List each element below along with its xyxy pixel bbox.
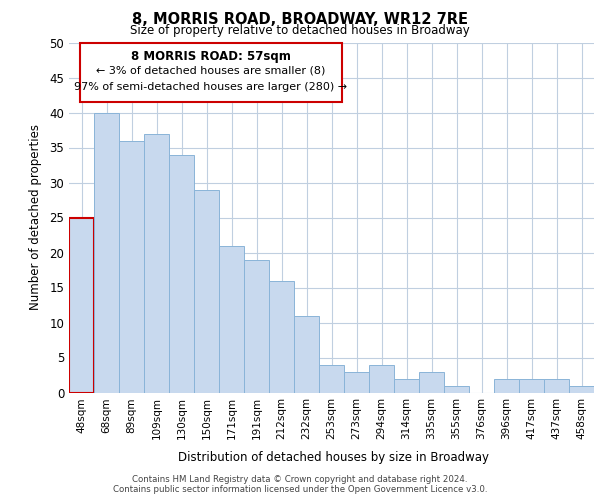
Bar (169, 154, 194, 392)
Bar (219, 246, 244, 392)
Bar (294, 316, 319, 392)
Bar (344, 372, 369, 392)
Bar (69, 218, 94, 392)
Text: Contains HM Land Registry data © Crown copyright and database right 2024.: Contains HM Land Registry data © Crown c… (132, 476, 468, 484)
Bar (494, 378, 519, 392)
Bar (319, 364, 344, 392)
Bar (544, 378, 569, 392)
Bar (94, 112, 119, 392)
Bar (419, 372, 444, 392)
Text: 8, MORRIS ROAD, BROADWAY, WR12 7RE: 8, MORRIS ROAD, BROADWAY, WR12 7RE (132, 12, 468, 28)
Bar (119, 140, 144, 392)
Bar (394, 378, 419, 392)
Bar (519, 378, 544, 392)
Bar (369, 364, 394, 392)
Text: 97% of semi-detached houses are larger (280) →: 97% of semi-detached houses are larger (… (74, 82, 347, 92)
Y-axis label: Number of detached properties: Number of detached properties (29, 124, 43, 310)
Text: 8 MORRIS ROAD: 57sqm: 8 MORRIS ROAD: 57sqm (131, 50, 290, 62)
FancyBboxPatch shape (79, 42, 342, 102)
Text: ← 3% of detached houses are smaller (8): ← 3% of detached houses are smaller (8) (96, 66, 325, 76)
Bar (244, 260, 269, 392)
Bar (194, 190, 219, 392)
Bar (444, 386, 469, 392)
Bar (269, 280, 294, 392)
Text: Distribution of detached houses by size in Broadway: Distribution of detached houses by size … (178, 451, 488, 464)
Text: Contains public sector information licensed under the Open Government Licence v3: Contains public sector information licen… (113, 486, 487, 494)
Bar (569, 386, 594, 392)
Text: Size of property relative to detached houses in Broadway: Size of property relative to detached ho… (130, 24, 470, 37)
Bar (144, 134, 169, 392)
